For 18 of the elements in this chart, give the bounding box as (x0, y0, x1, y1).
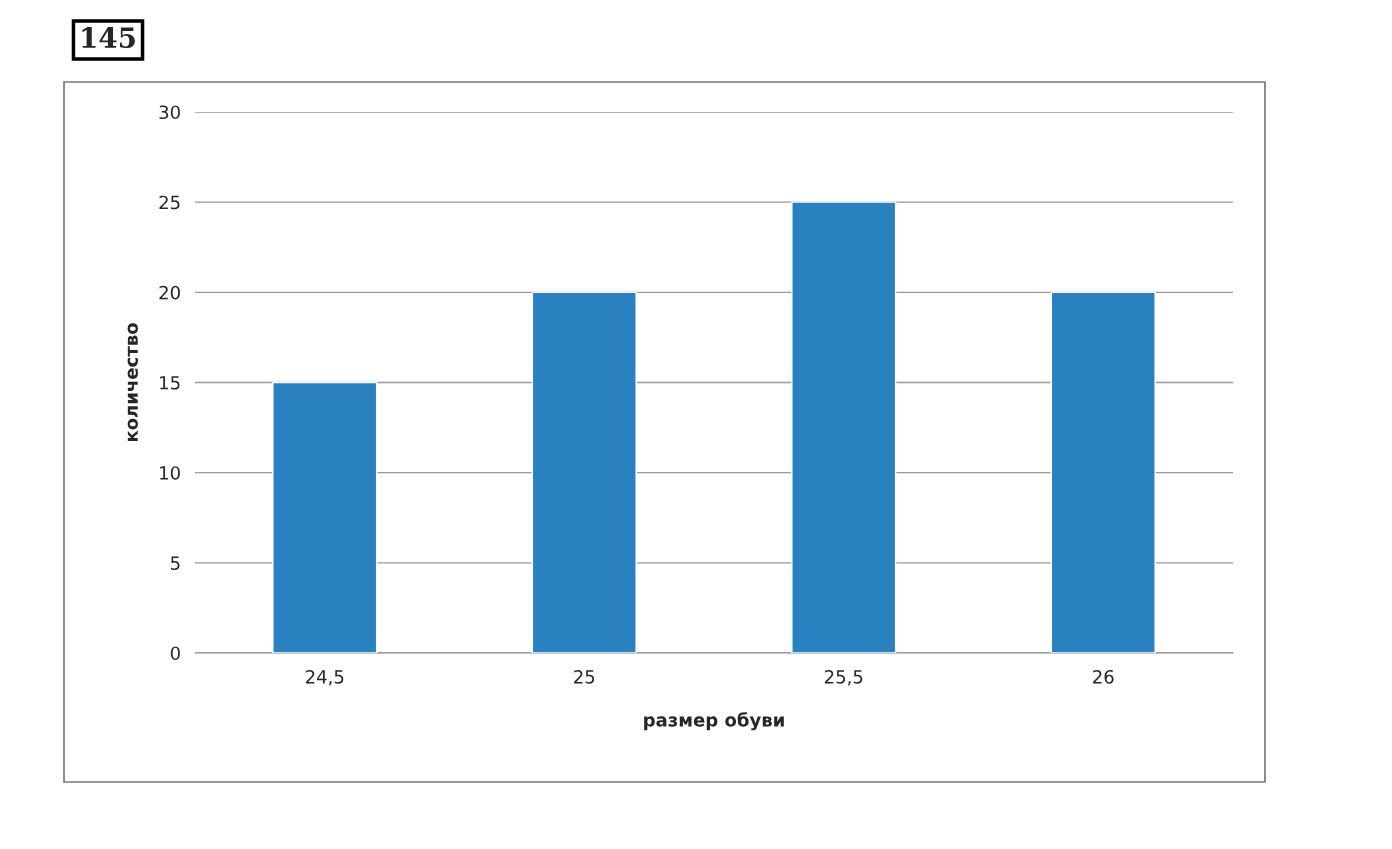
bar (531, 291, 637, 653)
y-axis-title: количество (127, 323, 138, 442)
x-tick-label: 26 (1093, 669, 1114, 684)
y-tick-label: 20 (159, 285, 180, 300)
y-tick-label: 25 (159, 195, 180, 210)
x-axis-title: размер обуви (644, 712, 784, 731)
y-tick-label: 15 (160, 376, 180, 390)
bar (1050, 291, 1156, 653)
x-tick-label: 25 (574, 669, 595, 684)
y-tick-label: 5 (171, 556, 180, 570)
x-tick-label: 25,5 (824, 669, 863, 686)
y-tick-label: 0 (170, 646, 180, 661)
bar (791, 201, 897, 653)
y-tick-label: 10 (160, 466, 180, 480)
text: 145 (82, 27, 135, 49)
bar (272, 381, 378, 653)
y-tick-label: 30 (159, 105, 180, 120)
x-tick-label: 24,5 (305, 669, 344, 686)
